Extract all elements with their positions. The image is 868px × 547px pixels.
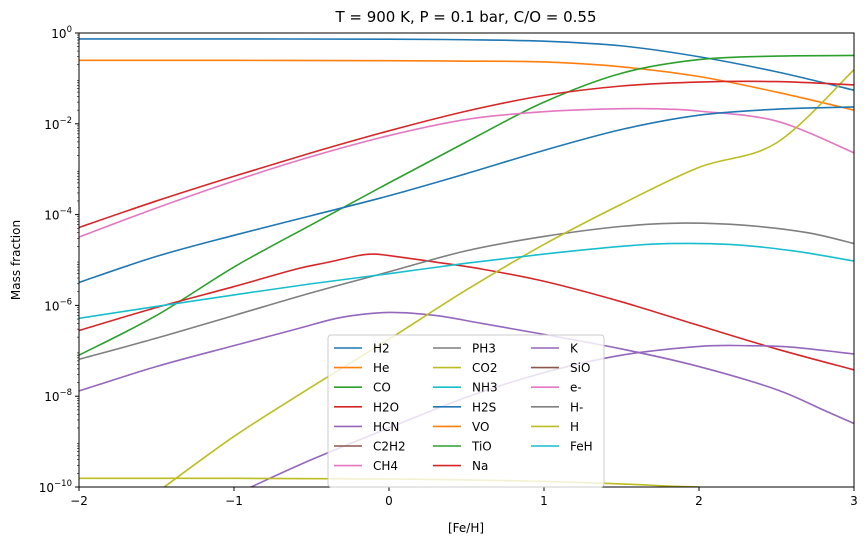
y-tick-exponent: −4 <box>59 207 72 217</box>
legend-label-he: He <box>373 361 389 375</box>
y-tick-exponent: −10 <box>54 479 72 489</box>
legend-label-ph3: PH3 <box>472 342 496 356</box>
x-tick-label: 1 <box>540 494 548 508</box>
y-tick-base: 10 <box>44 118 59 132</box>
series-line-h2s <box>79 106 854 284</box>
legend-label-vo: VO <box>472 420 489 434</box>
y-tick-base: 10 <box>51 27 66 41</box>
y-tick-exponent: −8 <box>59 388 72 398</box>
y-tick-base: 10 <box>44 209 59 223</box>
y-tick-label: 100 <box>51 25 72 41</box>
legend-label-c2h2: C2H2 <box>373 440 406 454</box>
x-tick-label: −1 <box>225 494 243 508</box>
legend-label-hcn: HCN <box>373 420 399 434</box>
y-tick-base: 10 <box>44 390 59 404</box>
series-line-h2o <box>79 253 854 371</box>
y-tick-base: 10 <box>44 299 59 313</box>
legend-label-h: H- <box>570 400 583 414</box>
legend-label-k: K <box>570 342 579 356</box>
x-tick-label: −2 <box>70 494 88 508</box>
legend-label-h2: H2 <box>373 342 390 356</box>
legend-label-co: CO <box>373 381 391 395</box>
y-tick-label: 10−6 <box>44 297 72 313</box>
x-tick-label: 0 <box>385 494 393 508</box>
legend-label-na: Na <box>472 459 488 473</box>
x-axis-label: [Fe/H] <box>448 521 484 535</box>
legend-label-ch4: CH4 <box>373 459 398 473</box>
legend-label-h2o: H2O <box>373 400 399 414</box>
legend-label-tio: TiO <box>471 440 492 454</box>
legend-label-h: H <box>570 420 579 434</box>
series-line-ph3 <box>79 222 854 361</box>
y-tick-exponent: −6 <box>59 297 72 307</box>
series-line-hcn <box>79 311 854 425</box>
x-axis: −2 −1 0 1 2 3 <box>70 487 858 508</box>
legend: H2 He CO H2O HCN C2H2 CH4 PH3 CO2 NH3 H2S VO TiO Na KS… <box>327 334 605 488</box>
y-tick-base: 10 <box>39 481 54 495</box>
y-tick-exponent: −2 <box>59 116 72 126</box>
y-tick-label: 10−4 <box>44 207 72 223</box>
series-line-he <box>79 59 854 111</box>
y-axis-label: Mass fraction <box>9 220 23 300</box>
y-tick-label: 10−2 <box>44 116 72 132</box>
y-tick-label: 10−8 <box>44 388 72 404</box>
x-tick-label: 3 <box>850 494 858 508</box>
legend-label-co2: CO2 <box>472 361 497 375</box>
legend-label-sio: SiO <box>570 361 590 375</box>
legend-label-nh3: NH3 <box>472 381 498 395</box>
series-line-ch4 <box>79 107 854 238</box>
series-line-h2 <box>79 38 854 91</box>
chart-title: T = 900 K, P = 0.1 bar, C/O = 0.55 <box>334 8 596 26</box>
series-line-co <box>79 54 854 356</box>
y-tick-exponent: 0 <box>67 25 72 35</box>
x-tick-label: 2 <box>695 494 703 508</box>
legend-frame <box>327 334 605 488</box>
legend-label-e: e- <box>570 381 582 395</box>
legend-label-feh: FeH <box>570 440 593 454</box>
series-line-co2 <box>163 68 854 487</box>
legend-label-h2s: H2S <box>472 400 496 414</box>
y-tick-label: 10−10 <box>39 479 72 495</box>
series-line-na <box>79 80 854 229</box>
series-line-nh3 <box>79 242 854 320</box>
